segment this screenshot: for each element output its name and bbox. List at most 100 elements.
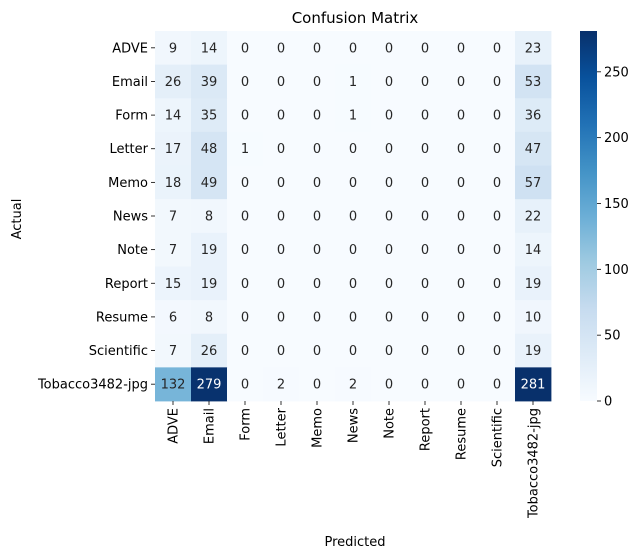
cell-value-label: 0 xyxy=(349,310,357,325)
heatmap-cell xyxy=(515,31,552,66)
cell-value-label: 0 xyxy=(457,310,465,325)
cell-value-label: 7 xyxy=(169,243,177,258)
cell-value-label: 14 xyxy=(201,41,218,56)
cell-value-label: 0 xyxy=(421,378,429,393)
heatmap-cell xyxy=(155,31,192,66)
colorbar-tick-label: 50 xyxy=(604,329,621,344)
heatmap-cell xyxy=(155,333,192,368)
heatmap-cell xyxy=(515,64,552,99)
heatmap-cell xyxy=(371,165,408,200)
cell-value-label: 0 xyxy=(385,142,393,157)
cell-value-label: 0 xyxy=(493,41,501,56)
cell-value-label: 0 xyxy=(493,176,501,191)
cell-value-label: 0 xyxy=(457,109,465,124)
heatmap-cell xyxy=(263,64,300,99)
x-tick-label: ADVE xyxy=(167,408,182,444)
cell-value-label: 0 xyxy=(277,109,285,124)
cell-value-label: 0 xyxy=(241,210,249,225)
heatmap-cell xyxy=(191,333,228,368)
cell-value-label: 0 xyxy=(313,378,321,393)
cell-value-label: 7 xyxy=(169,210,177,225)
x-tick-label: Memo xyxy=(311,408,326,448)
cell-value-label: 0 xyxy=(349,243,357,258)
y-tick-label: News xyxy=(113,210,148,225)
cell-value-label: 0 xyxy=(385,243,393,258)
cell-value-label: 0 xyxy=(421,109,429,124)
cell-value-label: 0 xyxy=(241,243,249,258)
cell-value-label: 0 xyxy=(313,243,321,258)
cell-value-label: 35 xyxy=(201,109,218,124)
cell-value-label: 0 xyxy=(493,277,501,292)
cell-value-label: 0 xyxy=(421,41,429,56)
heatmap-cell xyxy=(335,199,372,234)
heatmap-cell xyxy=(443,31,480,66)
cell-value-label: 19 xyxy=(525,344,542,359)
cell-value-label: 0 xyxy=(241,75,249,90)
heatmap-cell xyxy=(371,64,408,99)
heatmap-cell xyxy=(191,98,228,133)
x-axis-label: Predicted xyxy=(324,535,385,550)
heatmap-cell xyxy=(515,232,552,267)
cell-value-label: 0 xyxy=(493,310,501,325)
heatmap-cell xyxy=(191,367,228,402)
cell-value-label: 0 xyxy=(349,176,357,191)
heatmap-cell xyxy=(299,367,336,402)
cell-value-label: 19 xyxy=(201,277,218,292)
heatmap-cell xyxy=(263,300,300,335)
cell-value-label: 19 xyxy=(201,243,218,258)
heatmap-cell xyxy=(335,232,372,267)
cell-value-label: 47 xyxy=(525,142,542,157)
heatmap-cell xyxy=(479,64,516,99)
heatmap-cell xyxy=(155,266,192,301)
cell-value-label: 0 xyxy=(421,75,429,90)
cell-value-label: 0 xyxy=(313,41,321,56)
heatmap-cell xyxy=(479,333,516,368)
cell-value-label: 0 xyxy=(277,41,285,56)
cell-value-label: 6 xyxy=(169,310,177,325)
heatmap-cell xyxy=(335,266,372,301)
heatmap-cell xyxy=(227,266,264,301)
heatmap-cell xyxy=(371,199,408,234)
cell-value-label: 0 xyxy=(493,75,501,90)
heatmap-cell xyxy=(335,31,372,66)
heatmap-cell xyxy=(263,199,300,234)
cell-value-label: 15 xyxy=(165,277,182,292)
cell-value-label: 281 xyxy=(521,378,546,393)
heatmap-cell xyxy=(443,232,480,267)
heatmap-cell xyxy=(155,165,192,200)
cell-value-label: 0 xyxy=(457,378,465,393)
x-tick-label: News xyxy=(347,408,362,443)
heatmap-cell xyxy=(371,232,408,267)
heatmap-cell xyxy=(299,31,336,66)
heatmap-cell xyxy=(263,165,300,200)
cell-value-label: 0 xyxy=(313,310,321,325)
heatmap-cell xyxy=(515,333,552,368)
heatmap-cell xyxy=(443,98,480,133)
heatmap-cell xyxy=(263,367,300,402)
cell-value-label: 18 xyxy=(165,176,182,191)
cell-value-label: 0 xyxy=(493,378,501,393)
heatmap-cell xyxy=(227,199,264,234)
heatmap-cell xyxy=(407,131,444,166)
cell-value-label: 17 xyxy=(165,142,182,157)
cell-value-label: 0 xyxy=(349,41,357,56)
cell-value-label: 0 xyxy=(277,344,285,359)
cell-value-label: 0 xyxy=(349,344,357,359)
cell-value-label: 0 xyxy=(457,344,465,359)
heatmap-cell xyxy=(335,165,372,200)
colorbar-ticks: 0 50 100 150 200 250 xyxy=(597,65,629,410)
heatmap-cell xyxy=(299,266,336,301)
cell-value-label: 23 xyxy=(525,41,542,56)
cell-value-label: 0 xyxy=(313,142,321,157)
x-tick-label: Letter xyxy=(275,407,290,446)
y-tick-label: Email xyxy=(112,75,148,90)
heatmap-cell xyxy=(335,64,372,99)
heatmap-cell xyxy=(515,300,552,335)
cell-value-label: 0 xyxy=(277,210,285,225)
heatmap-cell xyxy=(407,98,444,133)
cell-value-label: 0 xyxy=(277,75,285,90)
heatmap-cell xyxy=(263,232,300,267)
x-tick-label: Report xyxy=(419,408,434,451)
cell-value-label: 0 xyxy=(457,210,465,225)
heatmap-cell xyxy=(443,165,480,200)
